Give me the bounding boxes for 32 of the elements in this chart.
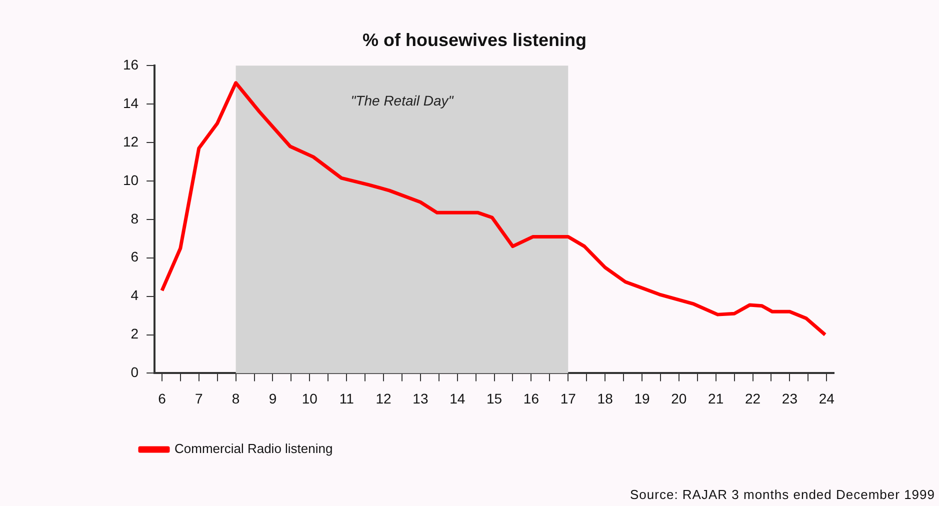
x-tick-label: 12 [376,390,392,406]
y-tick-label: 6 [130,248,139,265]
x-tick-label: 6 [158,390,166,406]
x-tick-label: 21 [708,390,724,406]
y-tick-label: 0 [130,364,139,380]
x-tick-label: 14 [450,390,466,406]
y-tick-label: 8 [130,210,139,226]
x-tick-label: 18 [597,390,614,406]
x-tick-label: 24 [818,390,835,406]
chart-title: % of housewives listening [362,30,587,50]
x-tick-label: 8 [232,390,240,406]
y-tick-label: 10 [122,172,139,188]
x-tick-label: 23 [782,390,798,406]
y-tick-label: 12 [122,133,139,150]
x-tick-label: 20 [671,390,687,406]
x-tick-label: 7 [194,390,203,406]
x-tick-label: 15 [486,390,502,406]
source-note: Source: RAJAR 3 months ended December 1999 [630,487,935,502]
x-tick-label: 13 [412,390,428,406]
x-tick-label: 19 [634,390,650,406]
x-tick-label: 22 [744,390,761,406]
y-tick-label: 14 [122,94,139,111]
x-tick-label: 16 [523,390,540,406]
x-tick-label: 10 [302,390,318,406]
x-tick-label: 17 [560,390,576,406]
x-tick-label: 9 [268,390,277,406]
legend-label: Commercial Radio listening [174,441,333,456]
band-label: "The Retail Day" [350,92,454,108]
y-tick-label: 16 [122,56,139,72]
y-tick-label: 4 [130,287,139,304]
x-tick-label: 11 [339,390,354,406]
y-tick-label: 2 [130,326,139,342]
